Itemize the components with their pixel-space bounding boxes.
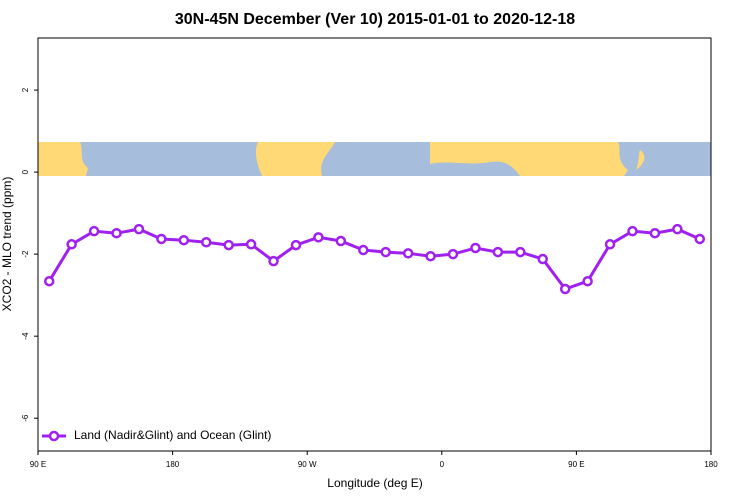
data-point xyxy=(66,239,77,250)
x-tick-label: 90 E xyxy=(30,460,46,469)
data-point xyxy=(604,239,616,250)
x-tick-label: 180 xyxy=(704,460,718,469)
data-point xyxy=(649,227,661,239)
data-point xyxy=(492,246,504,258)
y-tick-label: 0 xyxy=(21,169,30,174)
data-point xyxy=(223,239,234,251)
data-point xyxy=(402,248,414,259)
data-point xyxy=(335,235,347,247)
data-point xyxy=(627,225,638,237)
data-point xyxy=(559,283,571,295)
data-point xyxy=(515,246,526,258)
data-point xyxy=(470,242,481,254)
data-point xyxy=(672,223,683,235)
y-axis-label: XCO2 - MLO trend (ppm) xyxy=(0,177,14,312)
data-point xyxy=(447,248,459,260)
data-point xyxy=(380,246,391,258)
y-tick-label: -4 xyxy=(21,332,30,340)
world-map-strip xyxy=(38,142,711,176)
legend-marker xyxy=(48,430,60,442)
data-point xyxy=(156,233,167,245)
data-point xyxy=(582,275,593,287)
data-point xyxy=(313,232,324,243)
data-point xyxy=(268,255,279,267)
y-tick-label: 2 xyxy=(21,87,30,92)
data-point xyxy=(201,236,212,248)
data-point xyxy=(43,275,55,287)
plot-frame xyxy=(37,37,712,452)
data-point xyxy=(537,253,548,265)
data-point xyxy=(178,234,190,246)
x-tick-label: 0 xyxy=(440,460,445,469)
x-axis-label: Longitude (deg E) xyxy=(327,476,422,490)
data-point xyxy=(133,223,145,235)
legend-label: Land (Nadir&Glint) and Ocean (Glint) xyxy=(74,428,271,442)
data-point xyxy=(88,225,100,237)
data-point xyxy=(358,244,369,256)
data-point xyxy=(245,239,257,250)
data-point xyxy=(694,233,706,245)
y-tick-label: -6 xyxy=(21,414,30,422)
data-point xyxy=(111,227,122,239)
chart-title: 30N-45N December (Ver 10) 2015-01-01 to … xyxy=(175,11,575,28)
x-tick-label: 180 xyxy=(166,460,180,469)
x-tick-label: 90 W xyxy=(298,460,317,469)
x-tick-label: 90 E xyxy=(568,460,584,469)
y-tick-label: -2 xyxy=(21,250,30,258)
data-point xyxy=(290,239,302,251)
data-point xyxy=(425,250,436,262)
series-line xyxy=(47,227,701,291)
